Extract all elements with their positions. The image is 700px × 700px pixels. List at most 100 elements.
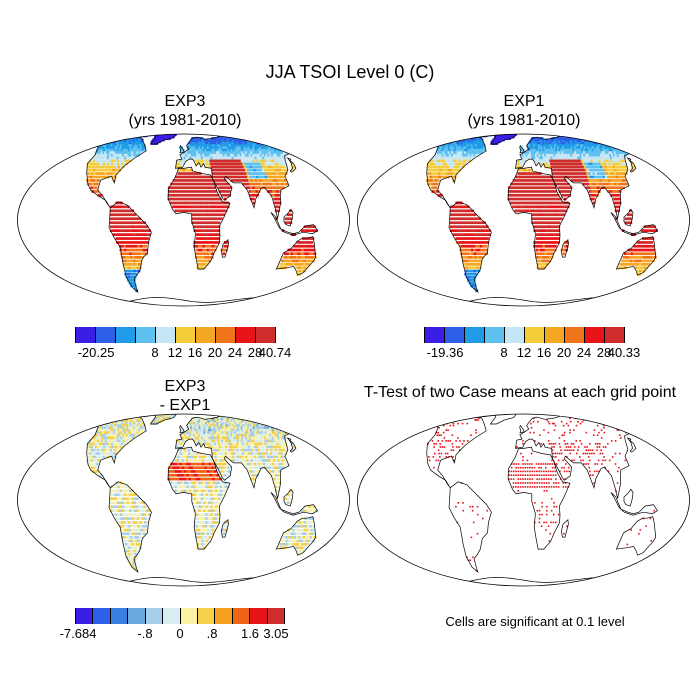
panel-title-ttest: T-Test of two Case means at each grid po… — [363, 384, 677, 401]
map-field — [424, 134, 665, 303]
map-diff — [17, 413, 350, 587]
coastline-uk — [179, 424, 185, 434]
coastline-samerica — [448, 481, 492, 573]
coastline-japan — [286, 157, 297, 173]
coastline-australia — [615, 516, 657, 556]
map-field — [424, 414, 665, 583]
colorbar-cell — [180, 608, 198, 624]
colorbar-cell — [465, 327, 485, 343]
colorbar-exp1 — [424, 327, 625, 343]
map-outline — [17, 413, 350, 587]
colorbar-cell — [267, 608, 285, 624]
panel-title-exp1: EXP1 (yrs 1981-2010) — [364, 92, 684, 130]
coastline-indonesia — [270, 212, 318, 236]
colorbar-exp3-tick: 8 — [151, 345, 159, 360]
colorbar-cell — [605, 327, 624, 343]
colorbar-cell — [196, 327, 216, 343]
coastline-greenland — [149, 134, 177, 145]
coastline-eurasia — [175, 134, 293, 219]
colorbar-cell — [136, 327, 156, 343]
colorbar-cell — [485, 327, 505, 343]
coastline-eurasia — [515, 134, 633, 219]
colorbar-exp1-labels: -19.36 8 12 16 20 24 28 40.33 — [350, 345, 700, 363]
map-ttest — [357, 413, 690, 587]
panel-title-diff-line2: - EXP1 — [159, 397, 211, 414]
coastline-greenland — [149, 414, 177, 425]
panel-title-exp1-line1: EXP1 — [503, 93, 545, 110]
colorbar-exp1-tick: 12 — [516, 345, 532, 360]
colorbar-cell — [96, 327, 116, 343]
colorbar-cell — [232, 608, 251, 624]
colorbar-diff-tick: .8 — [206, 626, 218, 641]
coastline-africa — [507, 166, 571, 270]
coastline-madagascar — [221, 518, 229, 538]
colorbar-cell — [110, 608, 129, 624]
coastline-indonesia — [270, 492, 318, 516]
map-field — [84, 134, 325, 303]
colorbar-exp1-tick: 28 — [596, 345, 612, 360]
map-outline — [17, 133, 350, 307]
colorbar-diff — [75, 608, 285, 624]
coastline-australia — [275, 516, 317, 556]
colorbar-diff-max: 3.05 — [263, 626, 289, 641]
colorbar-cell — [585, 327, 605, 343]
colorbar-exp3-min: -20.25 — [77, 345, 115, 360]
colorbar-diff-min: -7.684 — [59, 626, 97, 641]
coastline-namerica — [84, 136, 147, 209]
coastline-greenland — [489, 414, 517, 425]
colorbar-exp3 — [75, 327, 276, 343]
significance-note: Cells are significant at 0.1 level — [445, 614, 625, 629]
colorbar-exp1-tick: 20 — [556, 345, 572, 360]
colorbar-exp3-tick: 20 — [207, 345, 223, 360]
colorbar-diff-tick: 1.6 — [240, 626, 260, 641]
figure-title: JJA TSOI Level 0 (C) — [265, 62, 435, 82]
colorbar-exp3-labels: -20.25 8 12 16 20 24 28 40.74 — [0, 345, 350, 363]
colorbar-cell — [505, 327, 525, 343]
panel-title-exp3: EXP3 (yrs 1981-2010) — [25, 92, 345, 130]
colorbar-diff-tick: 0 — [176, 626, 184, 641]
colorbar-cell — [145, 608, 164, 624]
colorbar-exp1-tick: 16 — [536, 345, 552, 360]
coastline-eurasia — [515, 414, 633, 499]
coastline-eurasia — [175, 414, 293, 499]
colorbar-exp3-tick: 24 — [227, 345, 243, 360]
coastline-borneo — [623, 208, 634, 227]
coastline-nz — [304, 552, 325, 564]
coastline-madagascar — [221, 238, 229, 258]
colorbar-cell — [197, 608, 216, 624]
colorbar-exp1-max: 40.33 — [607, 345, 641, 360]
colorbar-exp3-tick: 28 — [247, 345, 263, 360]
colorbar-exp1-tick: 24 — [576, 345, 592, 360]
colorbar-cell — [116, 327, 136, 343]
coastline-nz — [304, 272, 325, 284]
coastline-indonesia — [610, 212, 658, 236]
coastline-borneo — [623, 488, 634, 507]
coastline-borneo — [283, 208, 294, 227]
coastline-samerica — [108, 201, 152, 293]
colorbar-cell — [445, 327, 465, 343]
colorbar-exp3-tick: 12 — [167, 345, 183, 360]
panel-title-diff: EXP3 - EXP1 — [25, 377, 345, 415]
colorbar-cell — [425, 327, 445, 343]
coastline-uk — [179, 144, 185, 154]
colorbar-exp3-tick: 16 — [187, 345, 203, 360]
colorbar-cell — [545, 327, 565, 343]
panel-title-diff-line1: EXP3 — [164, 378, 206, 395]
colorbar-cell — [565, 327, 585, 343]
colorbar-cell — [525, 327, 545, 343]
colorbar-cell — [216, 327, 236, 343]
colorbar-cell — [256, 327, 275, 343]
panel-title-exp3-line2: (yrs 1981-2010) — [128, 112, 242, 129]
colorbar-cell — [250, 608, 268, 624]
coastline-africa — [507, 446, 571, 550]
colorbar-cell — [163, 608, 181, 624]
map-outline — [357, 133, 690, 307]
colorbar-cell — [76, 608, 94, 624]
coastline-nz — [644, 552, 665, 564]
colorbar-diff-labels: -7.684 -.8 0 .8 1.6 3.05 — [0, 626, 350, 644]
colorbar-cell — [215, 608, 233, 624]
coastline-madagascar — [561, 518, 569, 538]
coastline-australia — [275, 236, 317, 276]
coastline-africa — [167, 166, 231, 270]
map-exp3 — [17, 133, 350, 307]
